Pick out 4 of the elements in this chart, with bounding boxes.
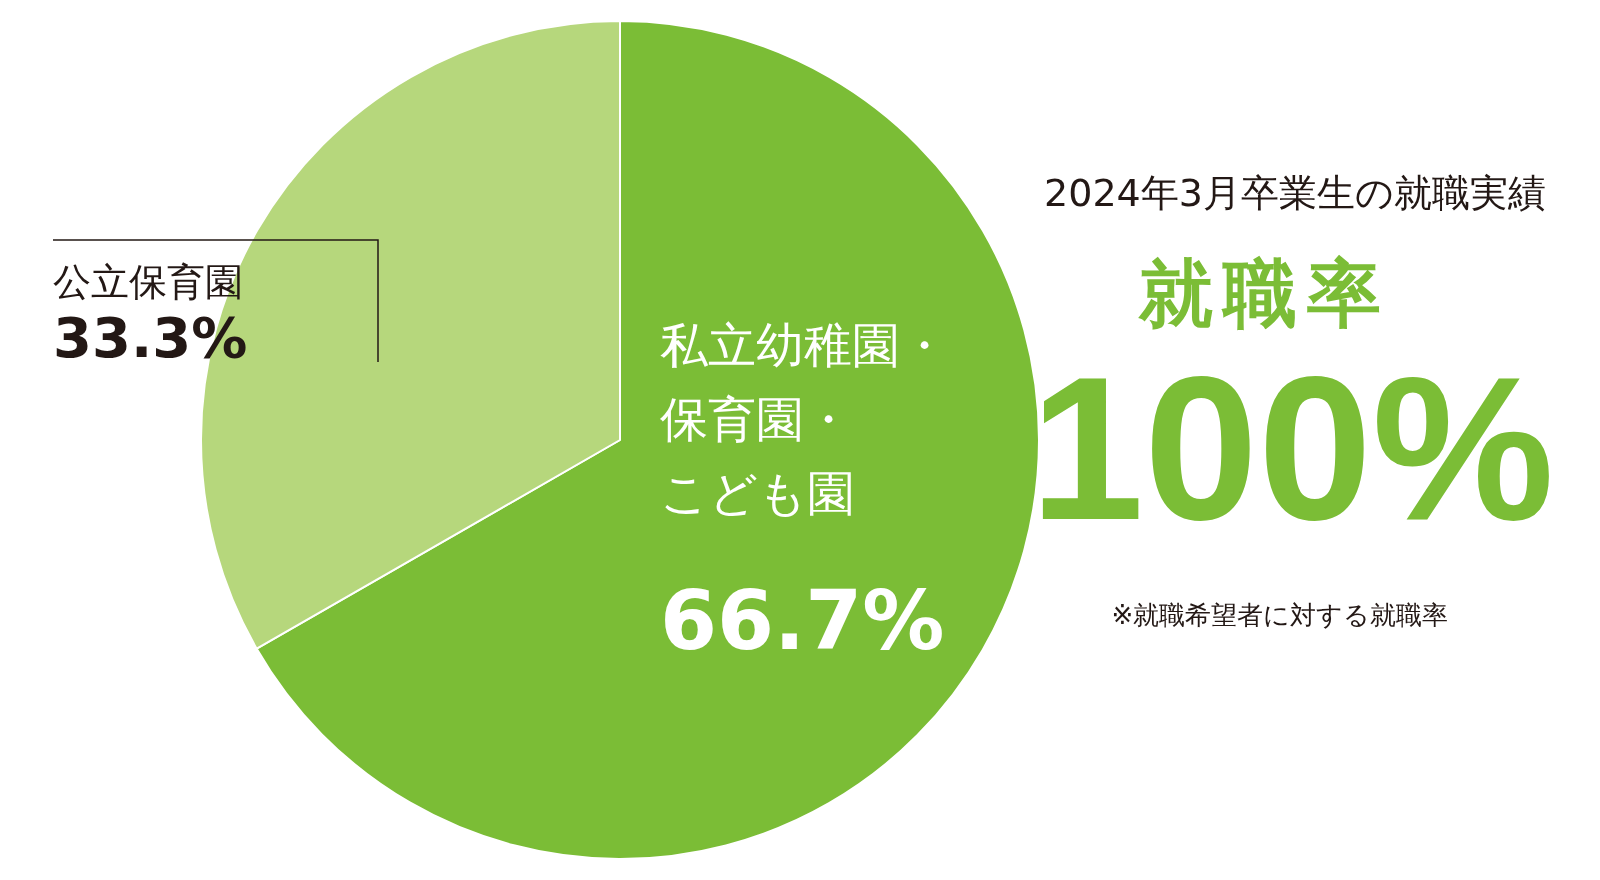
text: 2024年3月卒業生の就職実績: [1043, 170, 1547, 217]
slice-label: 私立幼稚園・保育園・こども園: [660, 317, 948, 521]
text: ※就職希望者に対する就職率: [1110, 599, 1450, 632]
data-label: 66.7%: [660, 573, 945, 668]
